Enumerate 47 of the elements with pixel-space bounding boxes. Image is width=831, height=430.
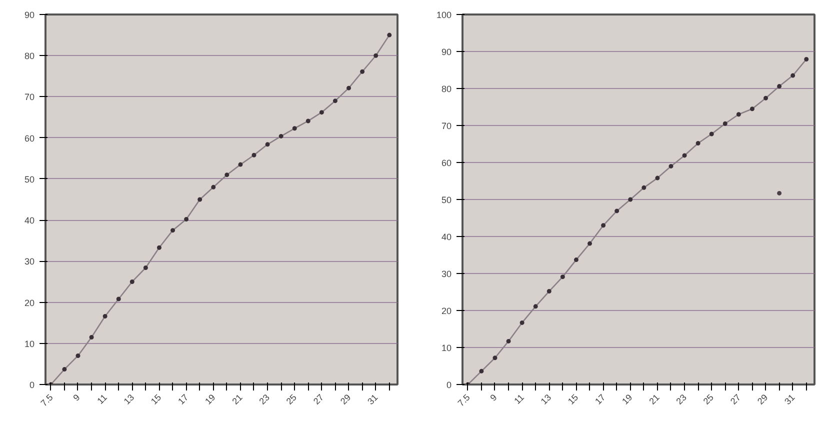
x-tick-label: 27	[311, 392, 326, 406]
x-tick-label: 31	[782, 392, 797, 406]
x-tick-label: 17	[176, 392, 190, 406]
x-tick-label: 7.5	[38, 392, 55, 408]
y-tick-label: 80	[441, 84, 452, 94]
x-tick-label: 25	[284, 392, 298, 406]
y-tick-label: 0	[446, 380, 452, 390]
y-tick-label: 70	[441, 121, 452, 131]
y-tick-label: 30	[24, 256, 35, 267]
x-tick-label: 21	[647, 392, 662, 406]
y-tick-label: 20	[441, 306, 452, 316]
x-tick-label: 23	[257, 392, 272, 406]
x-tick-label: 31	[366, 392, 380, 406]
x-tick-label: 13	[122, 392, 136, 406]
x-tick-label: 23	[674, 392, 688, 406]
y-tick-label: 90	[441, 47, 452, 57]
y-tick-label: 50	[441, 195, 452, 205]
x-tick-label: 13	[538, 392, 554, 406]
x-tick-label: 7.5	[456, 392, 472, 408]
x-tick-label: 25	[701, 392, 716, 406]
y-tick-label: 70	[24, 92, 35, 102]
x-tick-label: 29	[756, 392, 770, 406]
x-tick-label: 21	[230, 392, 244, 406]
y-tick-label: 30	[441, 269, 452, 279]
x-tick-label: 27	[728, 392, 743, 406]
x-tick-label: 11	[512, 392, 526, 406]
y-tick-label: 90	[24, 10, 35, 20]
y-tick-label: 50	[24, 174, 35, 184]
x-tick-label: 19	[203, 392, 218, 406]
y-tick-label: 20	[24, 298, 35, 308]
y-tick-label: 0	[29, 380, 35, 390]
x-tick-label: 11	[95, 392, 109, 406]
x-tick-label: 17	[593, 392, 608, 406]
x-tick-label: 15	[566, 392, 580, 406]
y-tick-label: 60	[24, 133, 35, 144]
y-tick-label: 10	[24, 338, 35, 349]
y-tick-label: 80	[24, 51, 35, 62]
y-tick-label: 100	[436, 10, 452, 20]
x-tick-label: 9	[71, 392, 82, 403]
y-tick-label: 10	[441, 343, 452, 353]
x-tick-label: 15	[148, 392, 164, 406]
x-tick-label: 19	[620, 392, 634, 406]
y-tick-label: 40	[441, 232, 452, 242]
x-tick-label: 29	[338, 392, 353, 406]
y-tick-label: 40	[24, 216, 35, 226]
x-tick-label: 9	[488, 392, 499, 403]
y-tick-label: 60	[441, 158, 452, 168]
